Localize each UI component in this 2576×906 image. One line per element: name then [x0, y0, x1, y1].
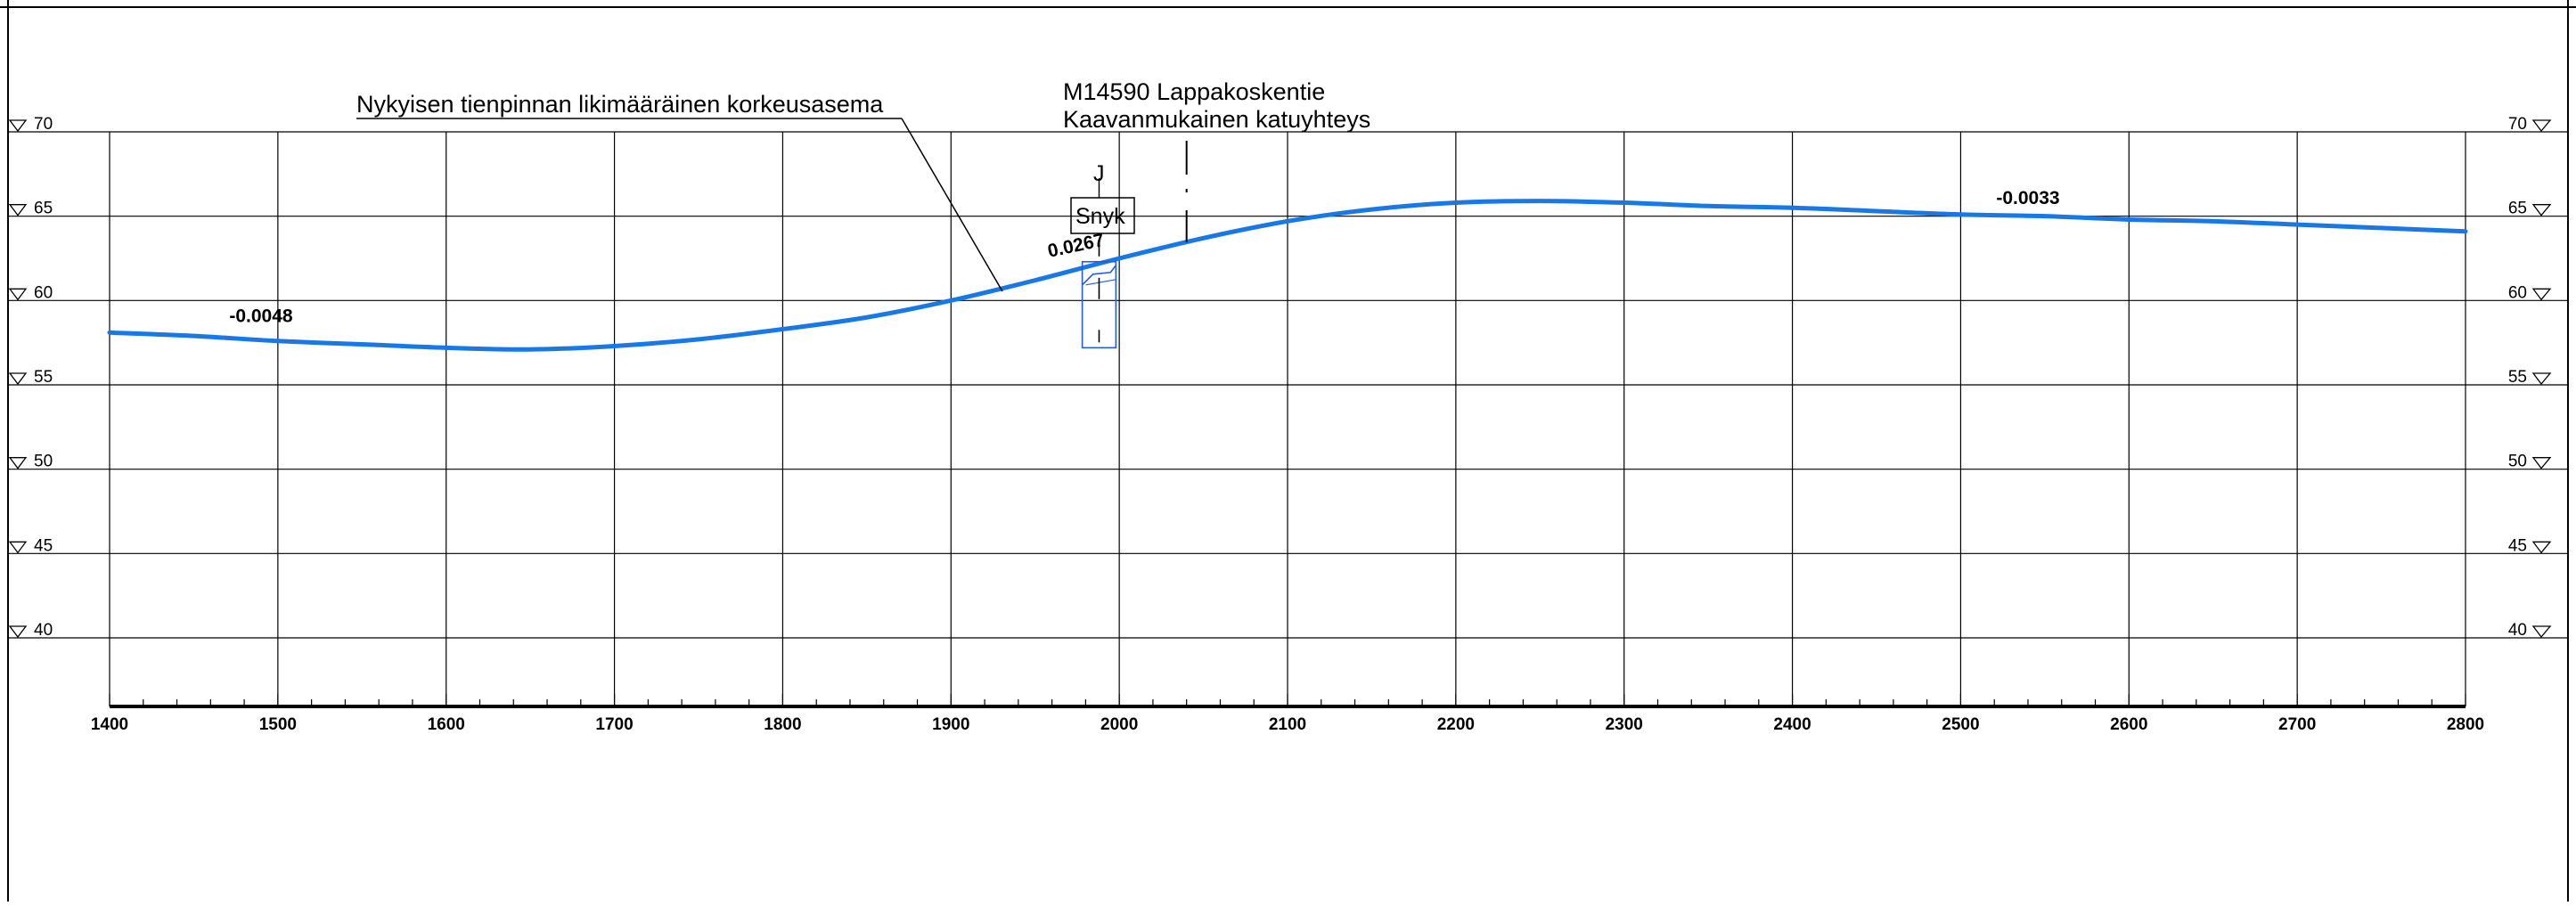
elev-label-left: 70: [34, 115, 53, 134]
profile-layer: -0.0048 0.0267 -0.0033: [107, 141, 2468, 352]
chainage-label: 1900: [932, 715, 969, 734]
chainage-label: 2400: [1773, 715, 1811, 734]
elev-marker-left: [8, 457, 28, 469]
current-surface-leader: [901, 118, 1003, 292]
culvert-inner-line-2: [1085, 279, 1116, 286]
elev-label-right: 60: [2508, 283, 2527, 302]
grade-label: 0.0267: [1046, 230, 1107, 262]
elev-marker-right: [2531, 457, 2552, 469]
grade-label: -0.0033: [1996, 188, 2059, 208]
grade-label: -0.0048: [229, 306, 293, 327]
elev-marker-left: [8, 288, 28, 301]
road-desc-label: Kaavanmukainen katuyhteys: [1063, 106, 1370, 133]
chainage-label: 1800: [764, 715, 801, 734]
chainage-label: 2200: [1437, 715, 1475, 734]
elev-marker-left: [8, 372, 28, 386]
elev-marker-right: [2531, 204, 2552, 216]
axes: 70 70 65 65 60 60 55 55 50 50 45 45 40 40 1400 1500 1600…: [8, 115, 2552, 734]
elev-label-right: 50: [2508, 453, 2527, 471]
culvert-type-label: Snyk: [1075, 204, 1125, 229]
elev-label-right: 55: [2508, 368, 2527, 387]
elev-marker-right: [2531, 541, 2552, 554]
elev-marker-left: [8, 119, 28, 133]
elev-marker-right: [2531, 288, 2552, 301]
elev-marker-right: [2531, 372, 2552, 386]
elev-marker-right: [2531, 625, 2552, 639]
elev-label-left: 40: [34, 621, 53, 640]
grid: [8, 131, 2568, 706]
chainage-label: 2700: [2278, 715, 2316, 734]
elev-label-left: 65: [34, 200, 53, 218]
elev-label-left: 60: [34, 283, 53, 302]
culvert-outline: [1081, 260, 1117, 349]
chainage-label: 2600: [2110, 715, 2147, 734]
culvert-inner-line: [1082, 265, 1117, 286]
elev-label-right: 45: [2508, 536, 2527, 555]
chainage-label: 1400: [91, 715, 128, 734]
chainage-label: 1600: [428, 715, 465, 734]
chainage-label: 2800: [2447, 715, 2484, 734]
road-name-label: M14590 Lappakoskentie: [1063, 78, 1325, 105]
current-surface-label: Nykyisen tienpinnan likimääräinen korkeu…: [356, 91, 884, 118]
chainage-label: 2000: [1100, 715, 1138, 734]
elev-marker-right: [2531, 119, 2552, 133]
chainage-label: 1500: [259, 715, 297, 734]
elev-marker-left: [8, 625, 28, 639]
elev-marker-left: [8, 541, 28, 554]
elev-label-right: 65: [2508, 200, 2527, 218]
culvert-letter-label: J: [1093, 161, 1105, 186]
chainage-label: 2300: [1606, 715, 1643, 734]
chainage-label: 1700: [595, 715, 633, 734]
elev-label-right: 40: [2508, 621, 2527, 640]
chainage-label: 2500: [1942, 715, 1979, 734]
chainage-label: 2100: [1269, 715, 1306, 734]
elev-label-left: 55: [34, 368, 53, 387]
culvert-type-box: [1070, 197, 1135, 234]
elev-label-left: 45: [34, 536, 53, 555]
elev-label-right: 70: [2508, 115, 2527, 134]
road-profile-line: [107, 199, 2468, 352]
elev-marker-left: [8, 204, 28, 216]
elev-label-left: 50: [34, 453, 53, 471]
